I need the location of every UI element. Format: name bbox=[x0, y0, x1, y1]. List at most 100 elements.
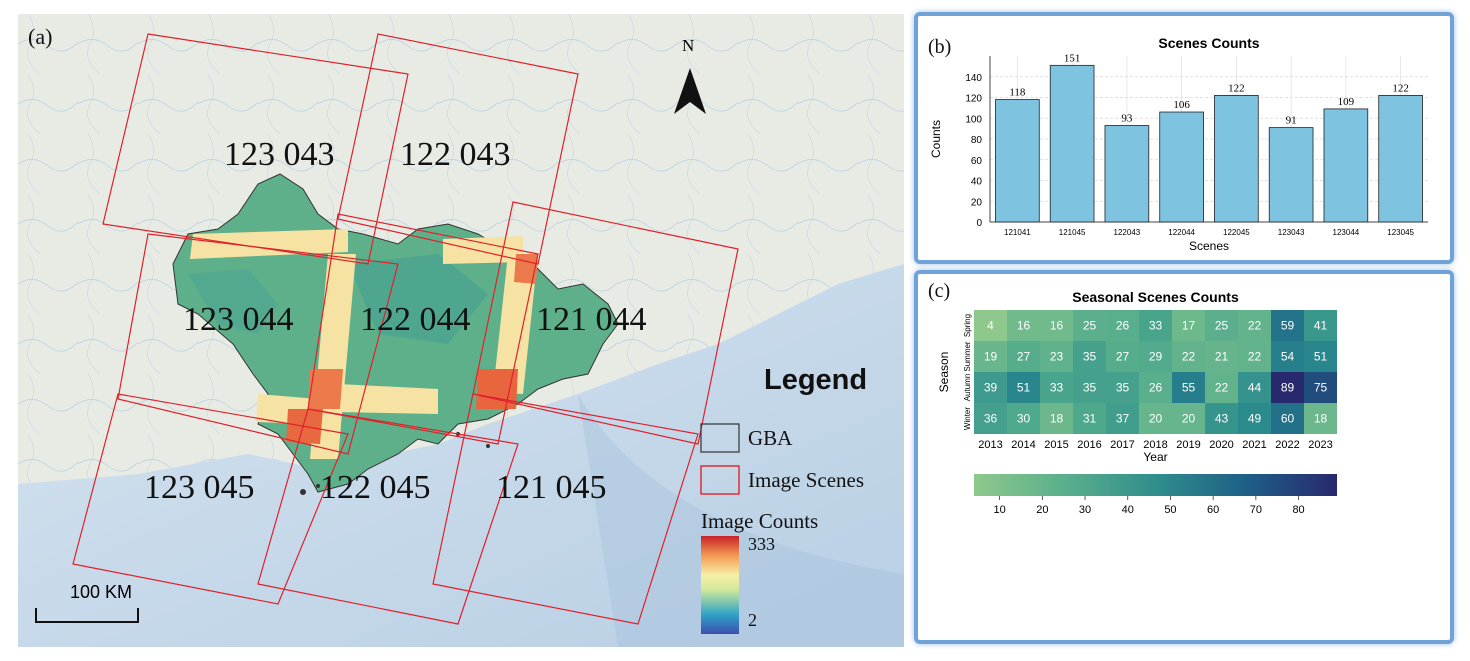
cell-value: 54 bbox=[1281, 350, 1295, 364]
cell-value: 33 bbox=[1149, 319, 1163, 333]
y-tick-label: Autumn bbox=[963, 374, 972, 402]
cell-value: 51 bbox=[1017, 381, 1031, 395]
scene-label-123044: 123 044 bbox=[183, 301, 294, 338]
bar bbox=[1104, 125, 1150, 223]
cell-value: 21 bbox=[1215, 350, 1229, 364]
seasonal-counts-heatmap: Seasonal Scenes Counts 4 16 16 25 26 33 17 25 22 5… bbox=[937, 289, 1337, 516]
y-tick-label: 80 bbox=[971, 135, 983, 146]
scene-label-123043: 123 043 bbox=[224, 136, 335, 173]
y-tick-label: Summer bbox=[963, 341, 972, 372]
scene-label-121045: 121 045 bbox=[496, 469, 607, 506]
cell-value: 25 bbox=[1083, 319, 1097, 333]
x-tick-label: 2013 bbox=[978, 439, 1002, 451]
legend-max-label: 333 bbox=[748, 534, 775, 554]
heatmap-cell bbox=[1106, 372, 1139, 403]
x-tick-label: 2014 bbox=[1011, 439, 1035, 451]
cell-value: 25 bbox=[1215, 319, 1229, 333]
heatmap-cell bbox=[1007, 372, 1040, 403]
panel-c-label: (c) bbox=[928, 280, 951, 302]
x-tick-label: 122044 bbox=[1168, 228, 1195, 237]
colorbar-tick-label: 60 bbox=[1207, 504, 1219, 516]
heatmap-cell bbox=[1139, 310, 1172, 341]
scene-label-122045: 122 045 bbox=[320, 469, 431, 506]
cell-value: 22 bbox=[1182, 350, 1196, 364]
overlap-band-3 bbox=[493, 254, 538, 394]
heatmap-cell bbox=[1205, 310, 1238, 341]
cell-value: 59 bbox=[1281, 319, 1295, 333]
heatmap-cell bbox=[1007, 341, 1040, 372]
north-arrow-icon bbox=[674, 68, 706, 114]
x-tick-label: 2023 bbox=[1308, 439, 1332, 451]
bar-value-label: 118 bbox=[1009, 87, 1026, 99]
cell-value: 55 bbox=[1182, 381, 1196, 395]
heatmap-cell bbox=[1238, 403, 1271, 434]
cell-value: 19 bbox=[984, 350, 998, 364]
x-tick-label: 122043 bbox=[1114, 228, 1141, 237]
heatmap-cell bbox=[1238, 341, 1271, 372]
heatmap-cell bbox=[1172, 403, 1205, 434]
x-tick-label: 123044 bbox=[1333, 228, 1360, 237]
colorbar bbox=[974, 474, 1337, 496]
legend-gba-swatch bbox=[700, 423, 740, 453]
heatmap-cell bbox=[974, 310, 1007, 341]
x-tick-label: 2019 bbox=[1176, 439, 1200, 451]
cell-value: 4 bbox=[987, 319, 994, 333]
cell-value: 16 bbox=[1017, 319, 1031, 333]
cell-value: 51 bbox=[1314, 350, 1328, 364]
heatmap-cell bbox=[1172, 310, 1205, 341]
cell-value: 26 bbox=[1116, 319, 1130, 333]
image-scene-footprints bbox=[72, 33, 739, 625]
x-tick-label: 121045 bbox=[1059, 228, 1086, 237]
heatmap-cell bbox=[1040, 341, 1073, 372]
x-tick-label: 122045 bbox=[1223, 228, 1250, 237]
heatmap-cell bbox=[1040, 310, 1073, 341]
cell-value: 27 bbox=[1116, 350, 1130, 364]
cell-value: 20 bbox=[1149, 412, 1163, 426]
x-tick-label: 2015 bbox=[1044, 439, 1068, 451]
heatmap-cell bbox=[1304, 341, 1337, 372]
y-tick-label: 0 bbox=[976, 218, 982, 229]
heatmap-cell bbox=[1073, 341, 1106, 372]
map-panel[interactable]: (a) N 100 KM 123 043 122 043 123 044 122… bbox=[18, 14, 904, 647]
heatmap-cell bbox=[1271, 372, 1304, 403]
bar bbox=[1378, 95, 1423, 223]
x-axis-label: Year bbox=[1143, 450, 1167, 464]
chart-title: Seasonal Scenes Counts bbox=[1072, 289, 1239, 305]
cell-value: 49 bbox=[1248, 412, 1262, 426]
heatmap-cell bbox=[1205, 341, 1238, 372]
cell-value: 60 bbox=[1281, 412, 1295, 426]
x-tick-label: 123043 bbox=[1278, 228, 1305, 237]
colorbar-tick-label: 80 bbox=[1292, 504, 1304, 516]
colorbar-tick-label: 10 bbox=[993, 504, 1005, 516]
heatmap-cell bbox=[1205, 403, 1238, 434]
cell-value: 43 bbox=[1215, 412, 1229, 426]
bar bbox=[1214, 95, 1259, 223]
panel-a-label: (a) bbox=[28, 24, 53, 49]
y-axis-label: Counts bbox=[929, 120, 943, 158]
map-canvas bbox=[18, 14, 904, 647]
heatmap-cell bbox=[1139, 403, 1172, 434]
colorbar-tick-label: 20 bbox=[1036, 504, 1048, 516]
cell-value: 39 bbox=[984, 381, 998, 395]
bar bbox=[995, 99, 1040, 223]
legend-scenes-swatch bbox=[700, 465, 740, 495]
x-tick-label: 2018 bbox=[1143, 439, 1167, 451]
x-tick-label: 2021 bbox=[1242, 439, 1266, 451]
x-tick-label: 123045 bbox=[1387, 228, 1414, 237]
heatmap-cell bbox=[1271, 341, 1304, 372]
cell-value: 22 bbox=[1248, 350, 1262, 364]
heatmap-cell bbox=[1304, 310, 1337, 341]
cell-value: 30 bbox=[1017, 412, 1031, 426]
legend-gba-label: GBA bbox=[748, 426, 793, 450]
cell-value: 22 bbox=[1215, 381, 1229, 395]
y-axis-label: Season bbox=[937, 352, 951, 393]
colorbar-tick-label: 50 bbox=[1164, 504, 1176, 516]
heatmap-cell bbox=[974, 341, 1007, 372]
north-label: N bbox=[682, 36, 695, 55]
cell-value: 36 bbox=[984, 412, 998, 426]
heatmap-cell bbox=[1139, 341, 1172, 372]
cell-value: 37 bbox=[1116, 412, 1130, 426]
panel-b-label: (b) bbox=[928, 36, 952, 58]
y-tick-label: 20 bbox=[971, 197, 983, 208]
y-tick-label: Spring bbox=[963, 314, 972, 337]
